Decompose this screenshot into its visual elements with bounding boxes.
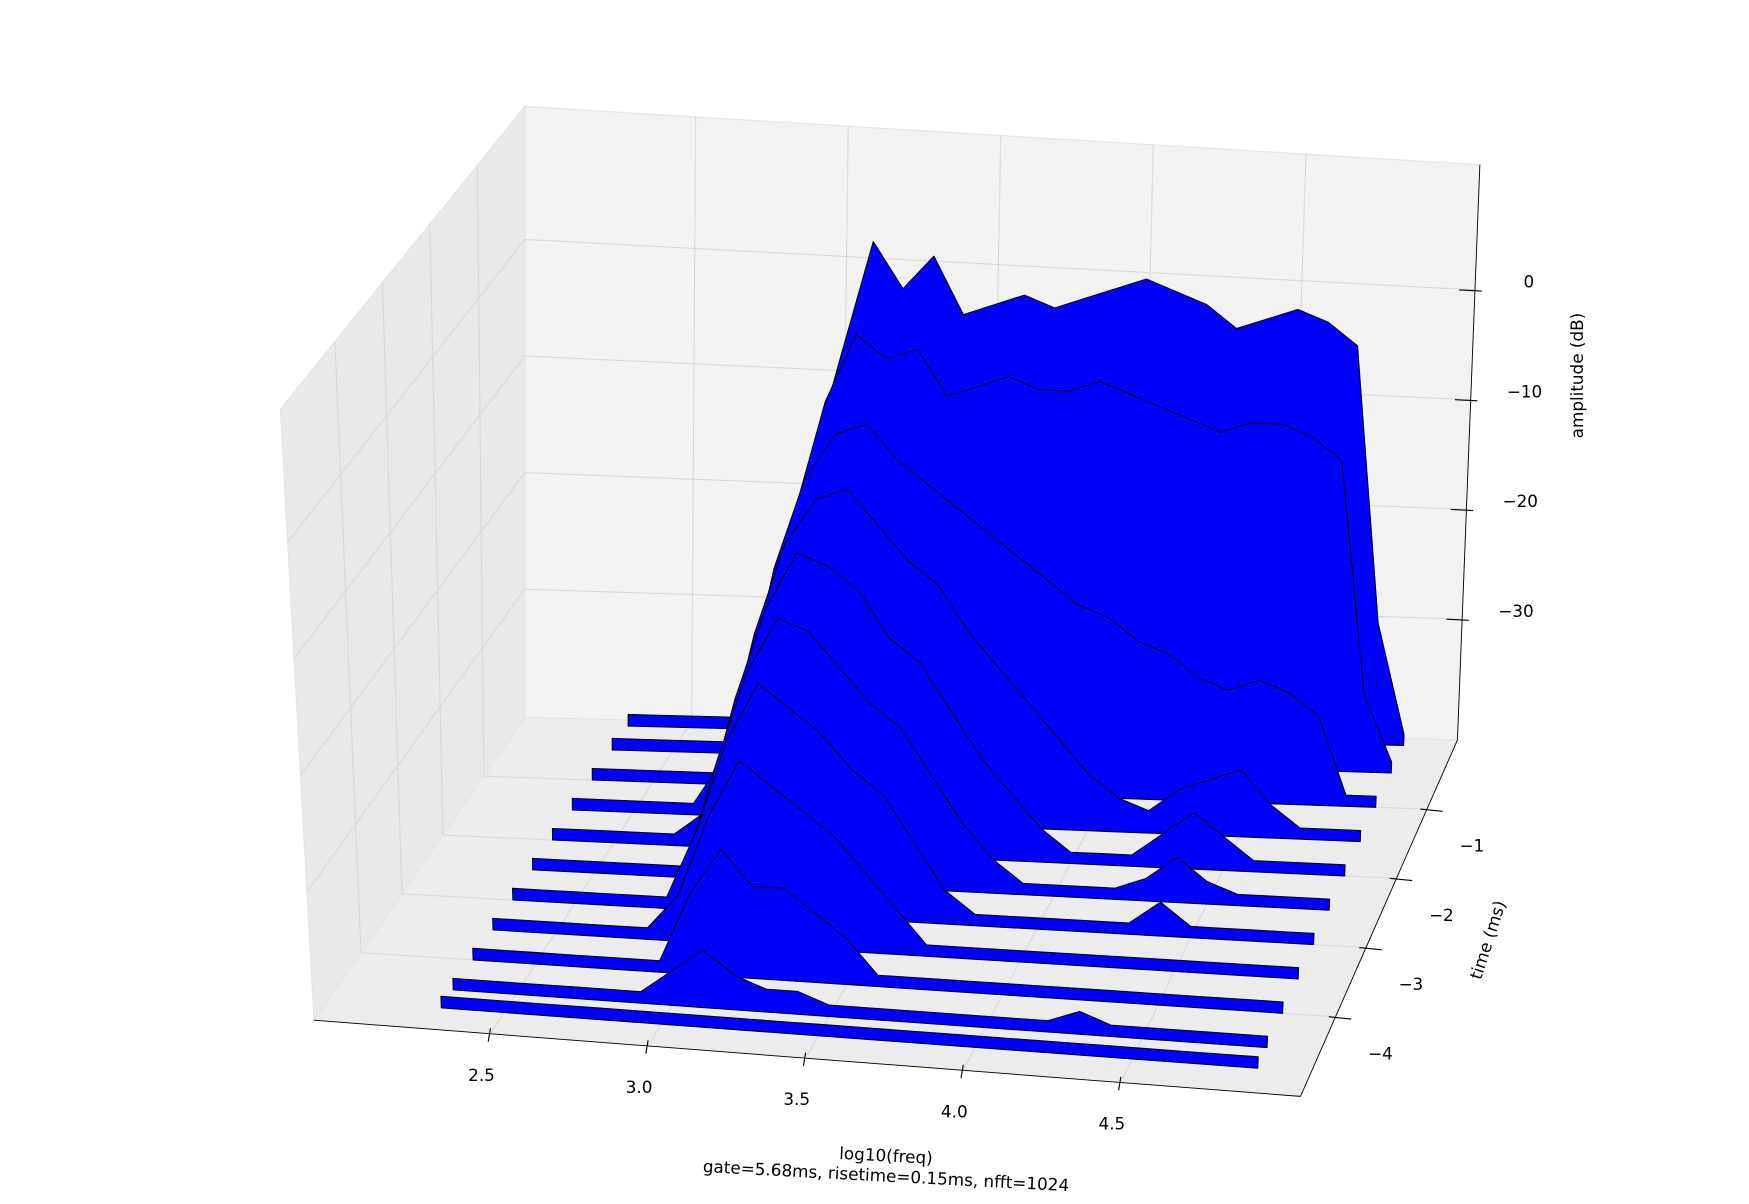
grid-line: [293, 355, 526, 660]
y-tick-label: −3: [1398, 974, 1423, 994]
x-tick-label: 2.5: [468, 1065, 495, 1085]
y-tick-label: −1: [1459, 836, 1484, 856]
grid-line: [381, 282, 403, 894]
tick-mark: [645, 1040, 649, 1054]
grid-line: [306, 588, 526, 893]
x-tick-label: 4.5: [1099, 1114, 1126, 1134]
z-axis-line: [1456, 164, 1481, 740]
x-tick-label: 4.0: [941, 1101, 968, 1121]
grid-line: [334, 341, 362, 953]
tick-mark: [1420, 808, 1443, 812]
y-tick-label: −2: [1429, 905, 1454, 925]
tick-mark: [1359, 946, 1382, 951]
y-tick-label: −4: [1368, 1043, 1393, 1063]
z-tick-label: −20: [1503, 491, 1538, 511]
tick-mark: [487, 1028, 492, 1042]
grid-line: [429, 224, 444, 836]
tick-mark: [1450, 508, 1474, 512]
y-axis-line: [1300, 739, 1458, 1097]
surface: [440, 240, 1405, 1069]
grid-line: [691, 116, 697, 722]
x-axis-line: [313, 1019, 1301, 1097]
grid-line: [287, 239, 526, 543]
tick-mark: [1118, 1076, 1122, 1091]
x-tick-label: 3.5: [783, 1089, 810, 1109]
axes: 2.5 3.0 3.5 4.0 4.5 −1 −2 −3 −4 0 −10 −20 −30: [313, 164, 1542, 1134]
z-tick-label: −30: [1498, 601, 1533, 621]
z-axis-label: amplitude (dB): [1567, 313, 1587, 439]
tick-mark: [1389, 877, 1413, 882]
tick-mark: [1459, 289, 1482, 292]
tick-mark: [960, 1064, 964, 1079]
slice: [440, 995, 1259, 1069]
grid-line: [300, 472, 526, 776]
tick-mark: [1446, 618, 1469, 621]
z-tick-label: −10: [1507, 381, 1542, 401]
x-axis-label: log10(freq): [839, 1143, 933, 1168]
grid-line: [524, 238, 1476, 291]
tick-mark: [802, 1052, 807, 1067]
grid-line: [476, 165, 485, 777]
x-tick-label: 3.0: [626, 1077, 653, 1097]
y-axis-label: time (ms): [1466, 898, 1510, 982]
tick-mark: [1454, 399, 1478, 402]
z-tick-label: 0: [1523, 272, 1534, 292]
tick-mark: [1328, 1016, 1352, 1020]
slice: [452, 949, 1269, 1049]
